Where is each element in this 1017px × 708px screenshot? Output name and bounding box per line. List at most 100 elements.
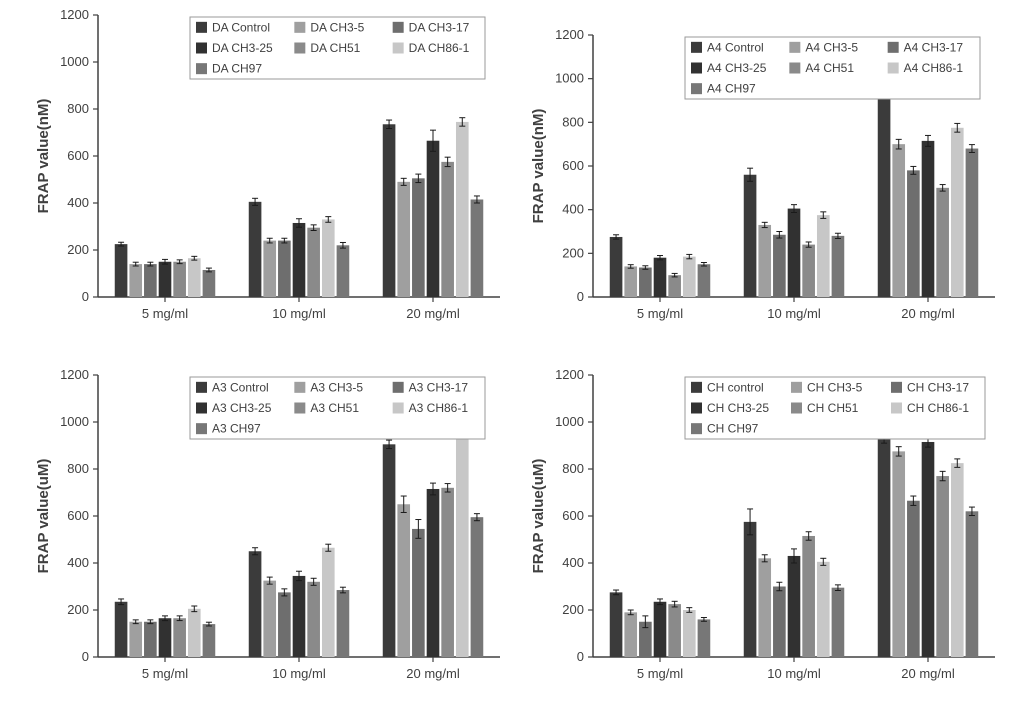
legend-label: A3 Control [212, 380, 269, 394]
y-tick-label: 1200 [60, 367, 89, 382]
bar [624, 266, 637, 297]
chart-da: 020040060080010001200FRAP value(nM)5 mg/… [30, 5, 510, 345]
chart-ch: 020040060080010001200FRAP value(uM)5 mg/… [525, 365, 1005, 705]
y-tick-label: 200 [67, 242, 89, 257]
legend-label: DA CH86-1 [409, 41, 470, 55]
bar [817, 562, 830, 657]
bar [698, 619, 711, 657]
legend-swatch [196, 63, 207, 74]
legend-swatch [691, 42, 702, 53]
y-tick-label: 1200 [60, 7, 89, 22]
chart-a3: 020040060080010001200FRAP value(uM)5 mg/… [30, 365, 510, 705]
page: 0 200 400 600 800 1000 1200 FRAP value(nM) 5 mg/… [0, 0, 1017, 708]
legend-swatch [891, 403, 902, 414]
legend-label: DA CH51 [310, 41, 360, 55]
bar [412, 529, 425, 657]
bar [263, 581, 276, 657]
legend-label: A3 CH51 [310, 401, 359, 415]
x-tick-label: 10 mg/ml [272, 306, 326, 321]
x-tick-label: 20 mg/ml [406, 306, 460, 321]
legend-swatch [393, 43, 404, 54]
legend-swatch [888, 63, 899, 74]
legend-label: A3 CH3-5 [310, 380, 363, 394]
bar [683, 610, 696, 657]
bar [278, 592, 291, 657]
bar [173, 618, 186, 657]
legend-label: A4 CH3-17 [904, 40, 964, 54]
y-tick-label: 0 [577, 649, 584, 664]
bar [698, 264, 711, 297]
bar [427, 489, 440, 657]
x-tick-label: 20 mg/ml [406, 666, 460, 681]
legend-swatch [691, 382, 702, 393]
legend-swatch [791, 382, 802, 393]
x-tick-label: 10 mg/ml [767, 306, 821, 321]
y-axis-label: FRAP value(nM) [530, 109, 547, 224]
legend-swatch [789, 42, 800, 53]
legend-swatch [196, 22, 207, 33]
bar [188, 609, 201, 657]
x-tick-label: 10 mg/ml [767, 666, 821, 681]
x-tick-label: 5 mg/ml [637, 306, 683, 321]
bar [307, 582, 320, 657]
legend-label: A3 CH3-25 [212, 401, 272, 415]
y-tick-label: 1200 [555, 367, 584, 382]
y-tick-label: 400 [67, 195, 89, 210]
bar [412, 178, 425, 297]
y-tick-label: 200 [562, 602, 584, 617]
legend-swatch [691, 83, 702, 94]
bar [441, 488, 454, 657]
legend-swatch [294, 43, 305, 54]
bar [278, 241, 291, 297]
bar [922, 141, 935, 297]
y-tick-label: 600 [562, 158, 584, 173]
bar [788, 556, 801, 657]
bar [907, 501, 920, 657]
bar [892, 144, 905, 297]
bar [610, 237, 623, 297]
legend-swatch [393, 382, 404, 393]
legend-label: CH CH51 [807, 401, 859, 415]
legend-swatch [789, 63, 800, 74]
panel-a4: 020040060080010001200FRAP value(nM)5 mg/… [525, 25, 1005, 345]
bar [129, 264, 142, 297]
legend-swatch [691, 403, 702, 414]
bar [144, 264, 157, 297]
legend-label: DA Control [212, 20, 270, 34]
bar [936, 476, 949, 657]
bar [936, 188, 949, 297]
y-tick-label: 400 [562, 555, 584, 570]
bar [293, 223, 306, 297]
legend-swatch [294, 22, 305, 33]
bar [654, 258, 667, 297]
y-tick-label: 600 [67, 508, 89, 523]
y-tick-label: 1000 [60, 414, 89, 429]
legend-swatch [393, 403, 404, 414]
chart-a4: 020040060080010001200FRAP value(nM)5 mg/… [525, 25, 1005, 345]
legend-label: DA CH3-5 [310, 20, 364, 34]
bar [654, 602, 667, 657]
x-tick-label: 5 mg/ml [142, 306, 188, 321]
legend-swatch [196, 382, 207, 393]
y-tick-label: 1000 [555, 414, 584, 429]
bar [249, 202, 262, 297]
y-tick-label: 800 [562, 114, 584, 129]
legend-swatch [691, 423, 702, 434]
bar [159, 618, 172, 657]
y-tick-label: 0 [82, 289, 89, 304]
bar [383, 124, 396, 297]
legend-swatch [294, 403, 305, 414]
bar [773, 587, 786, 658]
legend-label: A4 CH3-25 [707, 61, 767, 75]
bar [966, 149, 979, 297]
bar [744, 175, 757, 297]
legend-label: CH CH3-17 [907, 380, 969, 394]
bar [456, 433, 469, 657]
legend-label: CH CH97 [707, 422, 759, 436]
legend-swatch [691, 63, 702, 74]
bar [249, 551, 262, 657]
bar [624, 612, 637, 657]
bar [683, 257, 696, 297]
y-tick-label: 1200 [555, 27, 584, 42]
bar [922, 442, 935, 657]
